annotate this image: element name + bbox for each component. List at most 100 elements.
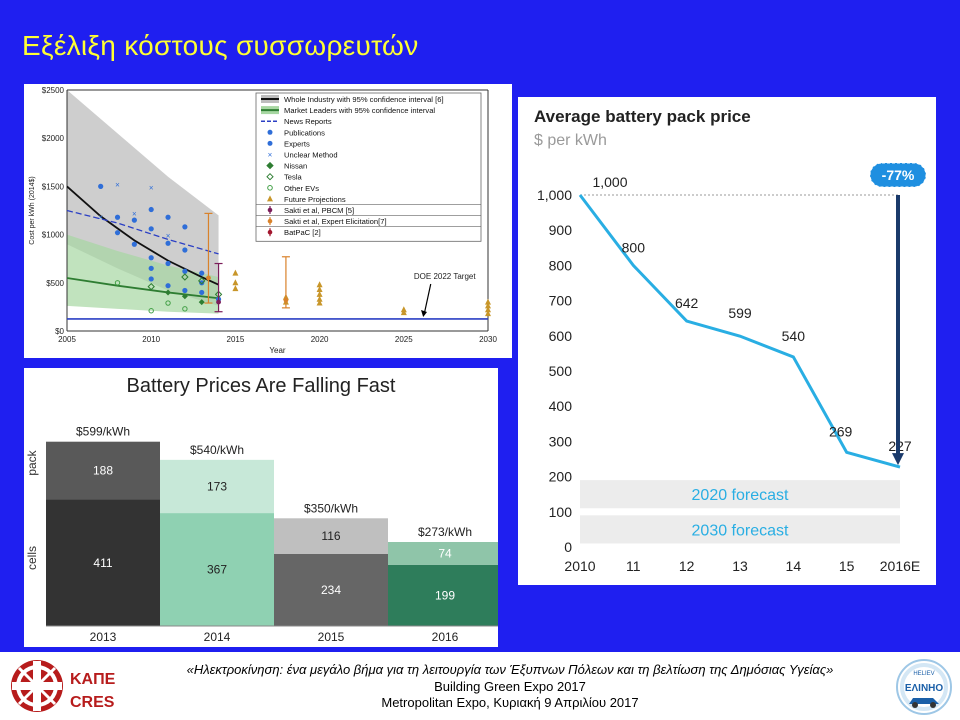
y-tick-label: 500 <box>549 363 573 379</box>
forecast-band <box>580 480 900 509</box>
other-ev-point <box>165 300 171 306</box>
legend-swatch <box>266 172 274 181</box>
range-bar-point <box>206 275 211 281</box>
legend-entry: Unclear Method <box>284 151 338 160</box>
forecast-band <box>580 515 900 544</box>
legend-entry: Future Projections <box>284 195 346 204</box>
future-projection-point <box>316 281 323 288</box>
data-label: 269 <box>829 423 853 439</box>
bar-cells <box>274 554 388 626</box>
legend-entry: Tesla <box>284 173 303 182</box>
publication-point <box>131 241 137 247</box>
bar-cells-value: 367 <box>207 563 227 577</box>
x-tick-label: 12 <box>679 558 695 574</box>
unclear-method-point: × <box>166 232 171 241</box>
publication-point <box>148 226 154 232</box>
bar-category-label: 2016 <box>432 630 459 644</box>
unclear-method-point: × <box>149 183 154 192</box>
y-tick-label: 600 <box>549 328 573 344</box>
publication-point <box>199 280 205 286</box>
y-tick-label: $2000 <box>42 134 65 143</box>
slide-background: Εξέλιξη κόστους συσσωρευτών $0 $500 $1000 $… <box>0 0 960 652</box>
x-tick-label: 2030 <box>479 335 497 344</box>
tesla-point <box>198 277 206 285</box>
price-line <box>578 194 901 469</box>
future-projection-point <box>316 290 323 297</box>
future-projection-point <box>485 310 491 317</box>
bar-category-label: 2013 <box>90 630 117 644</box>
other-ev-point <box>114 280 121 286</box>
bar-pack-value: 116 <box>321 529 340 543</box>
cres-emblem-icon <box>11 660 63 712</box>
slide-title: Εξέλιξη κόστους συσσωρευτών <box>22 30 419 61</box>
publication-point <box>148 206 154 213</box>
future-projection-point <box>316 286 323 293</box>
future-projection-point <box>232 285 239 292</box>
whole-industry-fit-line <box>66 185 219 286</box>
legend-swatch: × <box>268 151 273 160</box>
data-label: 540 <box>782 328 806 344</box>
legend-swatch <box>267 140 273 146</box>
forecast-label: 2030 forecast <box>692 522 790 539</box>
range-bar-point <box>283 297 289 303</box>
tesla-point <box>147 282 155 291</box>
cres-logo-line1: ΚΑΠΕ <box>70 671 116 688</box>
tesla-point <box>181 273 189 281</box>
data-label: 227 <box>888 438 912 454</box>
legend-swatch <box>267 218 273 224</box>
legend-entry: Sakti et al, PBCM [5] <box>284 206 354 215</box>
footer-event-name: Building Green Expo 2017 <box>434 679 586 694</box>
bar-chart-title: Battery Prices Are Falling Fast <box>127 375 396 397</box>
bar-pack <box>46 441 160 500</box>
publication-point <box>182 224 188 230</box>
future-projection-point <box>232 269 239 276</box>
bar-pack <box>160 459 274 514</box>
expert-point <box>165 283 171 289</box>
data-label: 1,000 <box>592 174 627 190</box>
x-tick-label: 2010 <box>564 558 595 574</box>
line-chart-subtitle: $ per kWh <box>534 132 607 149</box>
x-tick-label: 2010 <box>142 335 160 344</box>
y-tick-label: 100 <box>549 504 573 520</box>
legend-entry: Publications <box>284 128 325 137</box>
expert-point <box>148 276 154 282</box>
y-tick-label: 200 <box>549 469 573 485</box>
data-label: 800 <box>622 239 646 255</box>
forecast-label: 2020 forecast <box>692 487 790 504</box>
other-ev-point <box>182 306 188 312</box>
bar-cells <box>46 499 160 626</box>
y-label-pack: pack <box>25 449 39 475</box>
cost-estimates-svg: $0 $500 $1000 $1500 $2000 $2500 2005 2010 2015 20… <box>29 86 497 355</box>
heliev-logo-line1: HELIEV <box>913 671 934 677</box>
y-axis-label: Cost per kWh (2014$) <box>29 176 36 244</box>
data-label: 642 <box>675 295 699 311</box>
y-tick-label: 300 <box>549 433 573 449</box>
bar-pack-value: 188 <box>93 464 113 478</box>
other-ev-point <box>148 308 154 314</box>
y-tick-label: $0 <box>55 327 64 336</box>
legend-entry: Market Leaders with 95% confidence inter… <box>284 106 435 115</box>
legend-entry: Whole Industry with 95% confidence inter… <box>284 95 444 104</box>
bar-total-label: $273/kWh <box>418 525 472 539</box>
publication-point <box>98 183 104 189</box>
bar-total-label: $540/kWh <box>190 443 244 457</box>
doe-target-label: DOE 2022 Target <box>414 272 476 281</box>
market-leaders-fit-line <box>66 277 219 300</box>
unclear-method-point: × <box>132 209 137 218</box>
bar-cells-value: 411 <box>93 556 112 570</box>
cost-estimates-chart: $0 $500 $1000 $1500 $2000 $2500 2005 2010 2015 20… <box>24 84 512 358</box>
unclear-method-point: × <box>115 180 120 189</box>
change-badge-label: -77% <box>882 167 915 183</box>
future-projection-point <box>485 302 491 309</box>
publication-point <box>148 255 154 261</box>
bar-total-label: $599/kWh <box>76 425 130 439</box>
legend-swatch <box>267 207 273 213</box>
legend-swatch <box>267 195 273 202</box>
x-tick-label: 14 <box>786 558 802 574</box>
y-tick-label: $1500 <box>42 182 65 191</box>
x-tick-label: 15 <box>839 558 855 574</box>
bar-category-label: 2014 <box>204 630 231 644</box>
bar-total-label: $350/kWh <box>304 501 358 515</box>
y-tick-label: $1000 <box>42 231 65 240</box>
average-pack-price-svg: Average battery pack price $ per kWh 0 100 2… <box>534 107 927 574</box>
